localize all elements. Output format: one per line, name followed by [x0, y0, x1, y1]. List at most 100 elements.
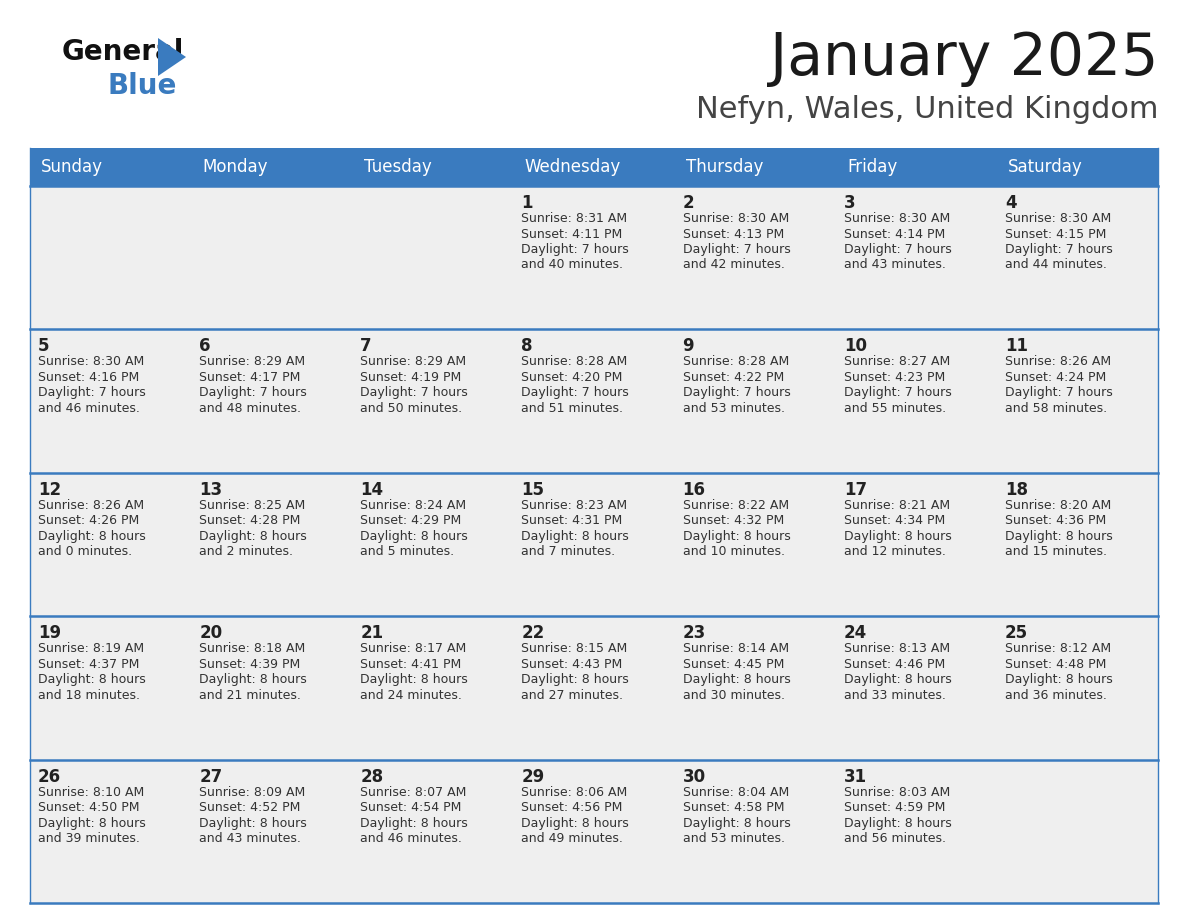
Text: 16: 16 [683, 481, 706, 498]
Text: Daylight: 8 hours: Daylight: 8 hours [200, 673, 307, 686]
Text: Sunrise: 8:30 AM: Sunrise: 8:30 AM [843, 212, 950, 225]
Text: Sunset: 4:52 PM: Sunset: 4:52 PM [200, 801, 301, 814]
Text: Sunrise: 8:07 AM: Sunrise: 8:07 AM [360, 786, 467, 799]
Text: Sunrise: 8:28 AM: Sunrise: 8:28 AM [683, 355, 789, 368]
Text: Sunset: 4:34 PM: Sunset: 4:34 PM [843, 514, 944, 527]
Text: Sunrise: 8:19 AM: Sunrise: 8:19 AM [38, 643, 144, 655]
Text: Daylight: 8 hours: Daylight: 8 hours [683, 817, 790, 830]
Text: 17: 17 [843, 481, 867, 498]
Bar [353, 616, 513, 759]
Text: Sunrise: 8:28 AM: Sunrise: 8:28 AM [522, 355, 627, 368]
Text: 13: 13 [200, 481, 222, 498]
Text: Daylight: 7 hours: Daylight: 7 hours [843, 243, 952, 256]
Text: Daylight: 8 hours: Daylight: 8 hours [1005, 673, 1113, 686]
Text: Daylight: 7 hours: Daylight: 7 hours [522, 243, 630, 256]
Bar [997, 186, 1158, 330]
Text: and 46 minutes.: and 46 minutes. [360, 832, 462, 845]
Text: Daylight: 8 hours: Daylight: 8 hours [1005, 530, 1113, 543]
Text: Daylight: 8 hours: Daylight: 8 hours [522, 530, 630, 543]
Text: Sunrise: 8:17 AM: Sunrise: 8:17 AM [360, 643, 467, 655]
Bar [191, 186, 353, 330]
Text: Sunset: 4:41 PM: Sunset: 4:41 PM [360, 657, 461, 671]
Bar [30, 148, 191, 186]
Bar [835, 473, 997, 616]
Text: Daylight: 7 hours: Daylight: 7 hours [1005, 386, 1113, 399]
Text: 27: 27 [200, 767, 222, 786]
Text: Daylight: 8 hours: Daylight: 8 hours [522, 817, 630, 830]
Text: Blue: Blue [107, 72, 176, 100]
Text: Sunset: 4:31 PM: Sunset: 4:31 PM [522, 514, 623, 527]
Text: Daylight: 7 hours: Daylight: 7 hours [38, 386, 146, 399]
Text: Daylight: 8 hours: Daylight: 8 hours [38, 530, 146, 543]
Bar [513, 616, 675, 759]
Text: Saturday: Saturday [1009, 158, 1083, 176]
Text: 29: 29 [522, 767, 544, 786]
Bar [353, 186, 513, 330]
Text: Sunrise: 8:18 AM: Sunrise: 8:18 AM [200, 643, 305, 655]
Text: and 12 minutes.: and 12 minutes. [843, 545, 946, 558]
Text: Sunset: 4:32 PM: Sunset: 4:32 PM [683, 514, 784, 527]
Bar [835, 330, 997, 473]
Text: and 53 minutes.: and 53 minutes. [683, 832, 784, 845]
Bar [513, 148, 675, 186]
Bar [30, 616, 191, 759]
Text: Sunset: 4:28 PM: Sunset: 4:28 PM [200, 514, 301, 527]
Text: Sunset: 4:13 PM: Sunset: 4:13 PM [683, 228, 784, 241]
Bar [997, 759, 1158, 903]
Text: Sunrise: 8:31 AM: Sunrise: 8:31 AM [522, 212, 627, 225]
Text: and 39 minutes.: and 39 minutes. [38, 832, 140, 845]
Text: and 48 minutes.: and 48 minutes. [200, 402, 301, 415]
Text: and 5 minutes.: and 5 minutes. [360, 545, 455, 558]
Text: Daylight: 8 hours: Daylight: 8 hours [522, 673, 630, 686]
Text: and 0 minutes.: and 0 minutes. [38, 545, 132, 558]
Text: Sunset: 4:23 PM: Sunset: 4:23 PM [843, 371, 944, 384]
Bar [513, 186, 675, 330]
Text: and 27 minutes.: and 27 minutes. [522, 688, 624, 701]
Text: 12: 12 [38, 481, 61, 498]
Text: Sunset: 4:11 PM: Sunset: 4:11 PM [522, 228, 623, 241]
Bar [997, 616, 1158, 759]
Bar [353, 330, 513, 473]
Bar [675, 148, 835, 186]
Text: 7: 7 [360, 338, 372, 355]
Text: Sunset: 4:15 PM: Sunset: 4:15 PM [1005, 228, 1106, 241]
Text: Sunrise: 8:15 AM: Sunrise: 8:15 AM [522, 643, 627, 655]
Text: Daylight: 8 hours: Daylight: 8 hours [200, 817, 307, 830]
Text: and 53 minutes.: and 53 minutes. [683, 402, 784, 415]
Text: Daylight: 7 hours: Daylight: 7 hours [683, 386, 790, 399]
Bar [353, 473, 513, 616]
Text: 14: 14 [360, 481, 384, 498]
Text: 26: 26 [38, 767, 61, 786]
Text: Friday: Friday [847, 158, 897, 176]
Text: Sunrise: 8:14 AM: Sunrise: 8:14 AM [683, 643, 789, 655]
Bar [30, 473, 191, 616]
Bar [835, 148, 997, 186]
Bar [191, 330, 353, 473]
Text: 6: 6 [200, 338, 210, 355]
Text: Monday: Monday [202, 158, 268, 176]
Text: Sunrise: 8:29 AM: Sunrise: 8:29 AM [360, 355, 467, 368]
Text: Sunset: 4:58 PM: Sunset: 4:58 PM [683, 801, 784, 814]
Text: Sunrise: 8:26 AM: Sunrise: 8:26 AM [1005, 355, 1111, 368]
Text: Sunrise: 8:26 AM: Sunrise: 8:26 AM [38, 498, 144, 512]
Text: Sunset: 4:36 PM: Sunset: 4:36 PM [1005, 514, 1106, 527]
Text: Sunset: 4:48 PM: Sunset: 4:48 PM [1005, 657, 1106, 671]
Bar [675, 616, 835, 759]
Text: and 10 minutes.: and 10 minutes. [683, 545, 784, 558]
Text: Sunday: Sunday [42, 158, 103, 176]
Text: Sunrise: 8:29 AM: Sunrise: 8:29 AM [200, 355, 305, 368]
Text: 23: 23 [683, 624, 706, 643]
Text: Sunset: 4:37 PM: Sunset: 4:37 PM [38, 657, 139, 671]
Text: Sunrise: 8:30 AM: Sunrise: 8:30 AM [1005, 212, 1111, 225]
Text: January 2025: January 2025 [770, 30, 1158, 87]
Text: Sunset: 4:20 PM: Sunset: 4:20 PM [522, 371, 623, 384]
Text: and 18 minutes.: and 18 minutes. [38, 688, 140, 701]
Bar [191, 473, 353, 616]
Text: and 33 minutes.: and 33 minutes. [843, 688, 946, 701]
Text: 28: 28 [360, 767, 384, 786]
Text: 8: 8 [522, 338, 533, 355]
Text: 9: 9 [683, 338, 694, 355]
Text: Sunset: 4:26 PM: Sunset: 4:26 PM [38, 514, 139, 527]
Bar [997, 148, 1158, 186]
Text: and 44 minutes.: and 44 minutes. [1005, 259, 1107, 272]
